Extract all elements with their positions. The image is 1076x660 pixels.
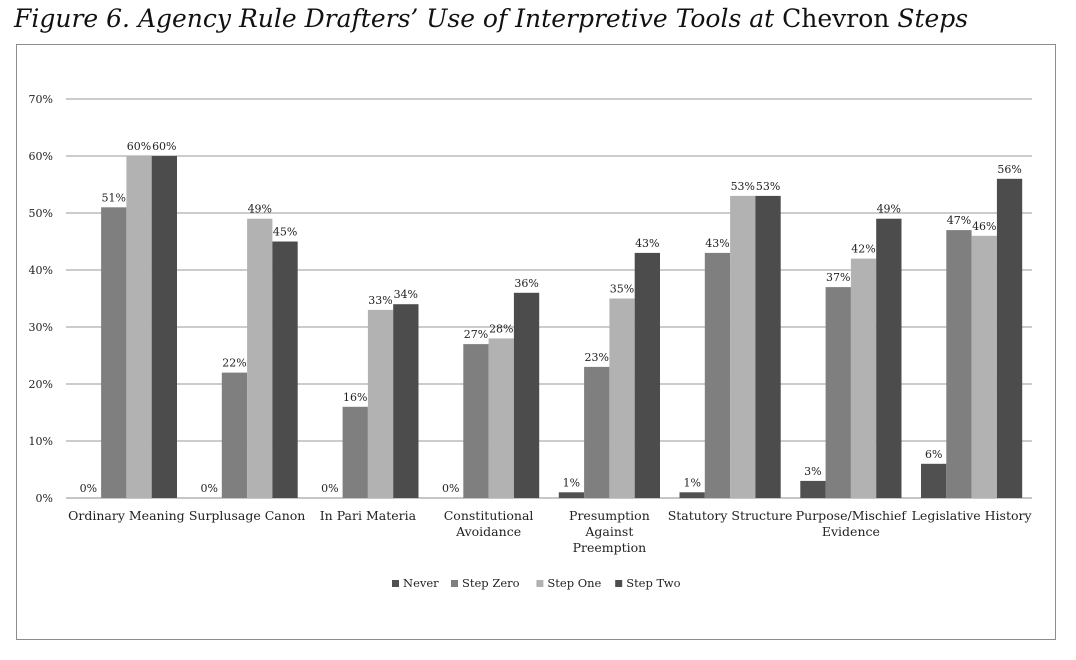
bar bbox=[126, 156, 152, 498]
data-label: 53% bbox=[756, 180, 780, 193]
bar bbox=[704, 252, 731, 498]
y-tick-label: 10% bbox=[29, 435, 53, 448]
legend-swatch bbox=[451, 580, 458, 587]
bar bbox=[221, 372, 248, 498]
data-label: 28% bbox=[489, 322, 513, 335]
data-label: 47% bbox=[947, 214, 971, 227]
bar bbox=[151, 156, 177, 498]
data-label: 46% bbox=[972, 220, 996, 233]
data-label: 1% bbox=[563, 476, 580, 489]
bar bbox=[247, 218, 273, 498]
data-label: 37% bbox=[826, 271, 850, 284]
data-label: 43% bbox=[635, 237, 659, 250]
x-category-label: Ordinary Meaning bbox=[68, 508, 185, 523]
data-label: 23% bbox=[584, 351, 608, 364]
data-label: 3% bbox=[804, 465, 821, 478]
bar bbox=[679, 492, 705, 498]
bar bbox=[825, 287, 851, 498]
x-category-label: Preemption bbox=[573, 540, 647, 555]
bar bbox=[101, 207, 127, 499]
data-label: 22% bbox=[222, 357, 246, 370]
bar bbox=[513, 292, 540, 498]
bar bbox=[272, 241, 298, 498]
bar bbox=[850, 258, 877, 498]
x-category-label: Legislative History bbox=[912, 508, 1033, 523]
legend-label: Step Two bbox=[626, 576, 680, 590]
bar bbox=[393, 304, 419, 498]
data-label: 51% bbox=[101, 191, 125, 204]
data-label: 60% bbox=[127, 140, 151, 153]
x-category-label: Purpose/Mischief bbox=[796, 508, 908, 523]
x-category-label: In Pari Materia bbox=[320, 508, 417, 523]
bar bbox=[558, 492, 585, 498]
bar bbox=[342, 406, 368, 498]
data-label: 49% bbox=[877, 203, 901, 216]
data-label: 53% bbox=[731, 180, 755, 193]
x-category-label: Against bbox=[584, 524, 633, 539]
bar bbox=[971, 235, 997, 499]
bar bbox=[634, 252, 660, 498]
bar bbox=[996, 178, 1023, 499]
bar bbox=[800, 480, 826, 498]
data-label: 0% bbox=[80, 482, 97, 495]
legend-swatch bbox=[536, 580, 544, 587]
data-label: 1% bbox=[683, 476, 700, 489]
y-tick-label: 40% bbox=[29, 264, 53, 277]
bar bbox=[730, 195, 756, 498]
legend-label: Never bbox=[403, 576, 439, 590]
data-label: 43% bbox=[705, 237, 729, 250]
data-label: 56% bbox=[997, 163, 1021, 176]
bar bbox=[946, 230, 972, 498]
x-category-label: Statutory Structure bbox=[668, 508, 793, 523]
legend-swatch bbox=[615, 580, 623, 587]
y-tick-label: 70% bbox=[29, 93, 53, 106]
bar bbox=[367, 309, 394, 498]
x-category-label: Surplusage Canon bbox=[189, 508, 306, 523]
legend-label: Step Zero bbox=[462, 576, 520, 590]
data-label: 16% bbox=[343, 391, 367, 404]
bar bbox=[921, 463, 947, 498]
bar bbox=[876, 218, 902, 498]
data-label: 36% bbox=[514, 277, 538, 290]
legend-swatch bbox=[392, 580, 399, 587]
bar bbox=[463, 344, 489, 498]
data-label: 60% bbox=[152, 140, 176, 153]
data-label: 34% bbox=[394, 288, 418, 301]
data-label: 0% bbox=[200, 482, 217, 495]
bar bbox=[755, 195, 781, 498]
data-label: 0% bbox=[321, 482, 338, 495]
data-label: 6% bbox=[925, 448, 942, 461]
bar bbox=[584, 366, 610, 498]
figure-title: Figure 6. Agency Rule Drafters’ Use of I… bbox=[14, 4, 969, 33]
legend-label: Step One bbox=[547, 576, 601, 590]
data-label: 49% bbox=[248, 203, 272, 216]
data-label: 27% bbox=[464, 328, 488, 341]
x-category-label: Constitutional bbox=[444, 508, 534, 523]
y-tick-label: 60% bbox=[29, 150, 53, 163]
data-label: 45% bbox=[273, 226, 297, 239]
x-category-label: Avoidance bbox=[455, 524, 521, 539]
data-label: 42% bbox=[851, 243, 875, 256]
data-label: 35% bbox=[610, 283, 634, 296]
y-tick-label: 50% bbox=[29, 207, 53, 220]
y-tick-label: 0% bbox=[36, 492, 53, 505]
y-tick-label: 20% bbox=[29, 378, 53, 391]
data-label: 0% bbox=[442, 482, 459, 495]
y-tick-label: 30% bbox=[29, 321, 53, 334]
x-category-label: Presumption bbox=[569, 508, 650, 523]
data-label: 33% bbox=[368, 294, 392, 307]
x-category-label: Evidence bbox=[822, 524, 880, 539]
bar bbox=[488, 338, 514, 498]
bar bbox=[609, 298, 635, 498]
